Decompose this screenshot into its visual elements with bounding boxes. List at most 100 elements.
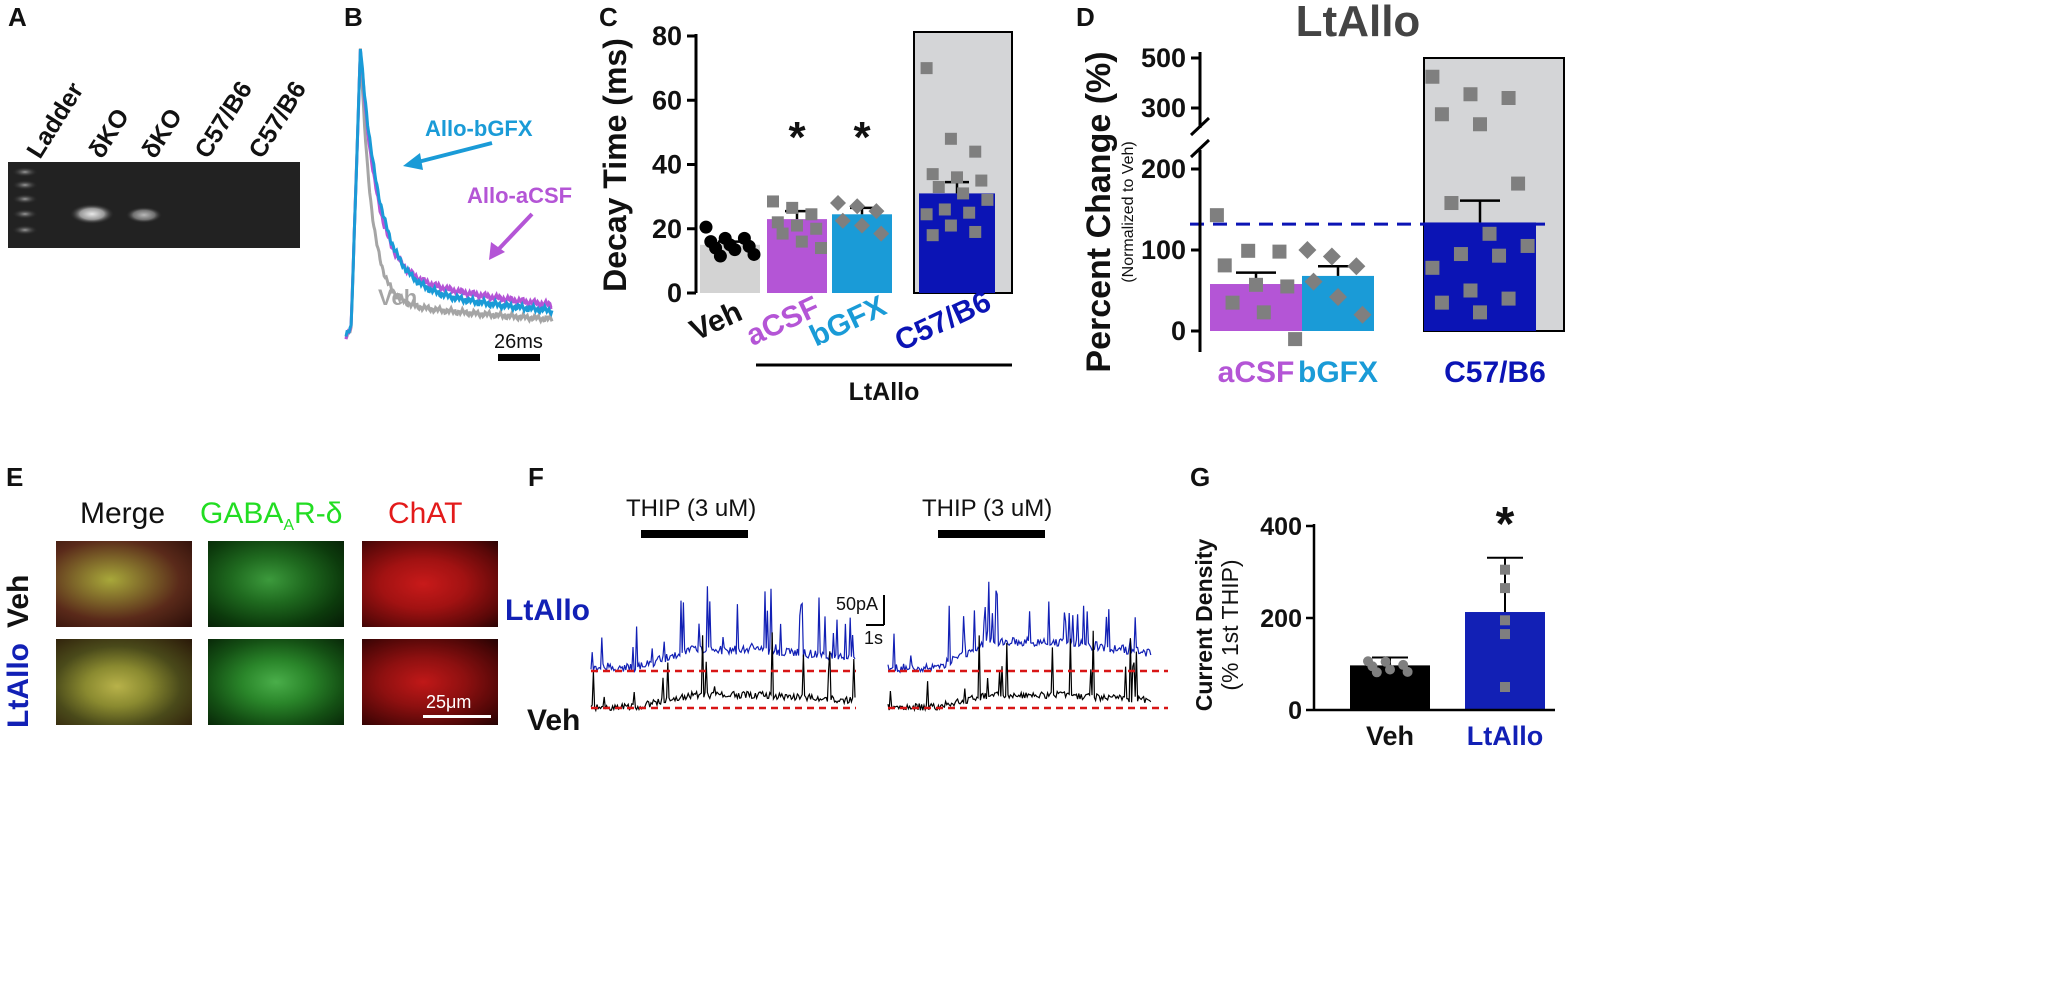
data-point (1353, 305, 1372, 324)
merge-ltallo-image (56, 639, 192, 725)
data-point (957, 187, 970, 200)
data-point (1511, 176, 1526, 191)
data-point (920, 208, 933, 221)
data-point (1256, 305, 1271, 320)
data-point (771, 216, 784, 229)
gaba-label: GABA (200, 497, 284, 530)
data-point (1492, 248, 1507, 263)
data-point (1453, 247, 1468, 262)
y-axis-label: Decay Time (ms) (597, 38, 633, 292)
data-point (1473, 305, 1487, 320)
category-label: aCSF (1218, 356, 1295, 389)
bgfx-trace-label: Allo-bGFX (425, 116, 533, 141)
panel-label-c: C (599, 2, 618, 32)
thip-bar-1 (641, 530, 748, 538)
y-axis-label: Current Density (1191, 539, 1217, 712)
data-point (1272, 244, 1287, 259)
data-point (963, 206, 976, 219)
chat-veh-image (362, 541, 498, 627)
acsf-trace-label: Allo-aCSF (467, 183, 572, 208)
data-point (767, 195, 779, 208)
data-point (1304, 272, 1323, 291)
gel-panel: Ladder δKO δKO C57/B6 C57/B6 (8, 76, 312, 248)
data-point (1463, 87, 1478, 102)
data-point (713, 249, 727, 263)
acsf-trace (344, 49, 553, 340)
panel-label-e: E (6, 462, 24, 492)
panel-label-a: A (8, 2, 27, 32)
data-point (944, 219, 957, 232)
y-axis-sublabel: (Normalized to Veh) (1120, 141, 1137, 282)
data-point (873, 225, 890, 242)
y-tick-label: 0 (1288, 697, 1302, 725)
data-point (981, 193, 994, 206)
data-point (776, 227, 789, 240)
acsf-arrow (494, 212, 534, 254)
data-point (1434, 107, 1449, 122)
data-point (849, 198, 866, 215)
time-scale-bar (498, 354, 540, 361)
data-point (786, 201, 799, 214)
bgfx-arrow (413, 141, 493, 165)
ltallo-trace-label: LtAllo (505, 594, 590, 627)
y-tick-label: 0 (1171, 316, 1186, 346)
dko-band-2 (126, 207, 162, 223)
current-trace-panel: THIP (3 uM) THIP (3 uM) LtAllo Veh 50pA … (505, 495, 1168, 737)
data-point (1520, 238, 1535, 253)
data-point (1241, 243, 1256, 258)
data-point (1501, 91, 1516, 105)
data-point (1209, 208, 1224, 223)
y-axis-sublabel: (% 1st THIP) (1217, 559, 1243, 690)
current-trace (887, 630, 1152, 713)
thip-bar-2 (938, 530, 1045, 538)
panel-label-f: F (528, 462, 544, 492)
data-point (1322, 247, 1341, 266)
y-tick-label: 200 (1260, 605, 1302, 633)
data-point (944, 132, 957, 145)
gaba-ltallo-image (208, 639, 344, 725)
data-point (975, 174, 988, 187)
category-label: LtAllo (1467, 721, 1543, 751)
category-label: C57/B6 (1444, 356, 1546, 389)
data-point (1500, 583, 1510, 594)
amplitude-scale-label: 50pA (836, 594, 878, 614)
data-point (728, 243, 742, 257)
merge-column-title: Merge (80, 497, 166, 530)
data-point (1444, 196, 1459, 211)
y-tick-label: 500 (1141, 43, 1186, 73)
data-point (932, 180, 945, 193)
veh-trace (344, 48, 554, 340)
data-point (830, 195, 846, 212)
data-point (795, 235, 808, 248)
ladder-bands (12, 167, 38, 235)
data-point (1371, 667, 1382, 678)
bgfx-arrowhead (403, 153, 423, 170)
y-tick-label: 400 (1260, 513, 1302, 541)
axis-break-mark (1189, 138, 1211, 159)
merge-veh-image (56, 541, 192, 627)
data-point (1434, 295, 1449, 310)
data-point (1463, 283, 1478, 298)
data-point (810, 222, 823, 235)
chart-title: LtAllo (1296, 0, 1421, 46)
time-scale-label: 26ms (494, 331, 543, 353)
y-tick-label: 300 (1141, 93, 1186, 123)
significance-marker: * (853, 113, 871, 162)
data-point (1298, 241, 1317, 259)
y-tick-label: 40 (652, 150, 682, 180)
data-point (926, 168, 939, 181)
data-point (815, 242, 827, 255)
panel-label-d: D (1076, 2, 1095, 32)
gaba-subscript: A (283, 517, 295, 534)
data-point (868, 203, 885, 220)
current-trace (590, 586, 856, 673)
data-point (854, 217, 870, 234)
data-point (834, 212, 851, 229)
thip-label-1: THIP (3 uM) (626, 495, 756, 522)
bar-ltallo (1465, 612, 1545, 710)
category-label: Veh (1366, 721, 1414, 751)
data-point (1217, 258, 1232, 273)
data-point (1425, 69, 1440, 84)
significance-marker: * (1496, 498, 1515, 551)
